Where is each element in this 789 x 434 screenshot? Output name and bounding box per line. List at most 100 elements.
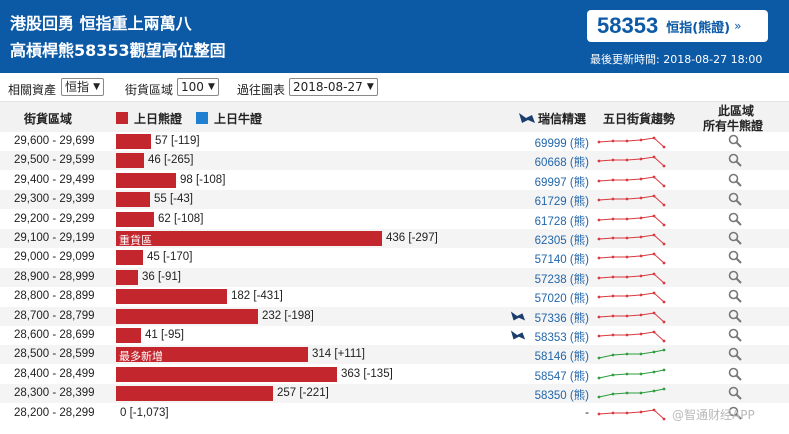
range-label: 街貨區域 bbox=[125, 83, 174, 97]
warrant-link[interactable]: 57020 (熊) bbox=[534, 293, 589, 306]
warrant-code-button[interactable]: 58353 恒指(熊證) » bbox=[587, 10, 768, 42]
search-icon[interactable] bbox=[728, 173, 742, 187]
range-cell: 28,300 - 28,399 bbox=[14, 387, 95, 400]
dropdown-arrow-icon: ▼ bbox=[93, 82, 101, 92]
bear-bar bbox=[116, 134, 151, 149]
value-label: 45 [-170] bbox=[147, 251, 193, 264]
value-label: 36 [-91] bbox=[142, 270, 181, 283]
value-label: 62 [-108] bbox=[158, 212, 204, 225]
trend-sparkline bbox=[597, 387, 666, 399]
warrant-link[interactable]: 69999 (熊) bbox=[534, 138, 589, 150]
ubs-logo-icon bbox=[510, 311, 526, 321]
col-trend: 五日街貨趨勢 bbox=[603, 112, 676, 126]
table-row: 28,500 - 28,599 最多新增 314 [+111] 58146 (熊) bbox=[0, 345, 789, 365]
ubs-logo-icon bbox=[519, 113, 535, 123]
table-row: 29,600 - 29,699 57 [-119] 69999 (熊) bbox=[0, 132, 789, 151]
table-row: 29,000 - 29,099 45 [-170] 57140 (熊) bbox=[0, 248, 789, 267]
range-cell: 28,800 - 28,899 bbox=[14, 290, 95, 303]
last-updated: 最後更新時間: 2018-08-27 18:00 bbox=[590, 53, 763, 66]
search-icon[interactable] bbox=[728, 153, 742, 168]
trend-sparkline bbox=[597, 214, 666, 226]
trend-sparkline bbox=[597, 252, 666, 265]
warrant-link[interactable]: 58146 (熊) bbox=[534, 351, 589, 364]
bar-annotation: 最多新增 bbox=[119, 350, 163, 364]
search-icon[interactable] bbox=[728, 212, 742, 226]
bear-bar bbox=[116, 250, 143, 266]
warrant-link[interactable]: 60668 (熊) bbox=[534, 157, 589, 170]
range-cell: 29,600 - 29,699 bbox=[14, 135, 95, 147]
range-select[interactable]: 100 ▼ bbox=[177, 78, 219, 96]
value-label: 436 [-297] bbox=[386, 232, 438, 244]
col-ubs: 瑞信精選 bbox=[538, 112, 587, 126]
search-icon[interactable] bbox=[728, 270, 742, 284]
warrant-link[interactable]: 61728 (熊) bbox=[534, 215, 589, 228]
dropdown-arrow-icon: ▼ bbox=[207, 82, 215, 92]
search-icon[interactable] bbox=[728, 309, 742, 323]
trend-sparkline bbox=[597, 368, 666, 380]
range-cell: 29,200 - 29,299 bbox=[14, 212, 95, 225]
value-label: 232 [-198] bbox=[262, 309, 314, 322]
col-range: 街貨區域 bbox=[24, 112, 73, 126]
value-label: 314 [+111] bbox=[312, 348, 365, 361]
asset-label: 相關資產 bbox=[8, 83, 57, 97]
search-icon[interactable] bbox=[728, 231, 742, 245]
value-label: 182 [-431] bbox=[231, 290, 283, 303]
range-cell: 28,600 - 28,699 bbox=[14, 329, 95, 341]
bear-legend: 上日熊證 bbox=[134, 112, 183, 126]
bear-bar bbox=[116, 192, 150, 208]
chart-label: 過往圖表 bbox=[237, 83, 286, 97]
warrant-link[interactable]: 69997 (熊) bbox=[534, 176, 589, 189]
warrant-link[interactable]: 58350 (熊) bbox=[534, 390, 589, 403]
warrant-link[interactable]: 57140 (熊) bbox=[534, 254, 589, 267]
trend-sparkline bbox=[597, 136, 666, 149]
search-icon[interactable] bbox=[728, 134, 742, 148]
bull-legend: 上日牛證 bbox=[214, 112, 263, 126]
watermark: @智通财经APP bbox=[672, 408, 755, 422]
warrant-link[interactable]: 57336 (熊) bbox=[534, 312, 589, 325]
search-icon[interactable] bbox=[728, 250, 742, 265]
range-cell: 29,500 - 29,599 bbox=[14, 154, 95, 167]
search-icon[interactable] bbox=[728, 347, 742, 362]
col-all-line1: 此區域 bbox=[718, 104, 755, 118]
table-row: 29,100 - 29,199 重貨區 436 [-297] 62305 (熊) bbox=[0, 229, 789, 248]
filter-bar: 相關資產 恒指 ▼ 街貨區域 100 ▼ 過往圖表 2018-08-27 ▼ bbox=[0, 73, 789, 102]
range-cell: 29,400 - 29,499 bbox=[14, 173, 95, 186]
table-row: 29,300 - 29,399 55 [-43] 61729 (熊) bbox=[0, 190, 789, 210]
table-row: 29,200 - 29,299 62 [-108] 61728 (熊) bbox=[0, 210, 789, 229]
bear-bar bbox=[116, 289, 227, 305]
range-cell: 28,400 - 28,499 bbox=[14, 367, 95, 380]
headline-1: 港股回勇 恒指重上兩萬八 bbox=[10, 14, 192, 33]
table-row: 29,400 - 29,499 98 [-108] 69997 (熊) bbox=[0, 171, 789, 190]
table-header: 街貨區域 上日熊證 上日牛證 瑞信精選 五日街貨趨勢 此區域 所有牛熊證 bbox=[0, 102, 789, 133]
warrant-link[interactable]: 62305 (熊) bbox=[534, 235, 589, 247]
search-icon[interactable] bbox=[728, 367, 742, 381]
table-row: 28,300 - 28,399 257 [-221] 58350 (熊) bbox=[0, 384, 789, 404]
range-cell: 28,500 - 28,599 bbox=[14, 348, 95, 361]
value-label: 57 [-119] bbox=[155, 135, 200, 147]
bear-bar: 重貨區 bbox=[116, 231, 382, 247]
bear-bar bbox=[116, 269, 138, 285]
asset-select[interactable]: 恒指 ▼ bbox=[61, 78, 105, 96]
value-label: 257 [-221] bbox=[277, 387, 329, 400]
search-icon[interactable] bbox=[728, 289, 742, 303]
warrant-link[interactable]: 57238 (熊) bbox=[534, 273, 589, 286]
value-label: 0 [-1,073] bbox=[120, 406, 169, 419]
warrant-link[interactable]: 58353 (熊) bbox=[534, 332, 589, 344]
warrant-link[interactable]: 61729 (熊) bbox=[534, 196, 589, 209]
search-icon[interactable] bbox=[728, 192, 742, 206]
value-label: 98 [-108] bbox=[180, 173, 226, 186]
trend-sparkline bbox=[597, 233, 666, 246]
search-icon[interactable] bbox=[728, 406, 742, 420]
trend-sparkline bbox=[597, 348, 666, 360]
warrant-link: - bbox=[585, 406, 589, 419]
date-select[interactable]: 2018-08-27 ▼ bbox=[289, 78, 378, 96]
warrant-link[interactable]: 58547 (熊) bbox=[534, 370, 589, 383]
trend-sparkline bbox=[597, 194, 666, 207]
bear-bar bbox=[116, 153, 144, 169]
range-cell: 28,700 - 28,799 bbox=[14, 309, 95, 322]
bar-annotation: 重貨區 bbox=[119, 234, 152, 247]
headline-2: 高槓桿熊58353觀望高位整固 bbox=[10, 41, 226, 60]
trend-sparkline bbox=[597, 408, 666, 420]
search-icon[interactable] bbox=[728, 386, 742, 400]
search-icon[interactable] bbox=[728, 328, 742, 342]
